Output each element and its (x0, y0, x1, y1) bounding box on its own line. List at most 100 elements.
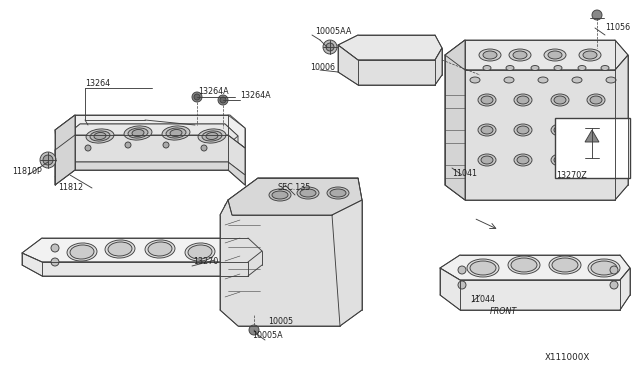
Text: 11056: 11056 (605, 23, 630, 32)
Text: 13264A: 13264A (240, 92, 271, 100)
Polygon shape (55, 115, 75, 185)
Text: 13270: 13270 (193, 257, 218, 266)
Circle shape (192, 92, 202, 102)
Ellipse shape (587, 94, 605, 106)
Circle shape (51, 244, 59, 252)
Ellipse shape (483, 51, 497, 59)
Polygon shape (225, 183, 358, 212)
Circle shape (43, 155, 53, 165)
Circle shape (323, 40, 337, 54)
Text: SEC.135: SEC.135 (278, 183, 312, 192)
Ellipse shape (538, 77, 548, 83)
Ellipse shape (269, 189, 291, 201)
Text: 10005A: 10005A (252, 330, 283, 340)
Ellipse shape (578, 65, 586, 71)
Ellipse shape (481, 96, 493, 104)
Ellipse shape (478, 124, 496, 136)
Ellipse shape (506, 65, 514, 71)
Ellipse shape (590, 156, 602, 164)
Ellipse shape (554, 96, 566, 104)
Polygon shape (22, 238, 262, 262)
Text: 11810P: 11810P (12, 167, 42, 176)
Ellipse shape (481, 126, 493, 134)
Ellipse shape (587, 154, 605, 166)
Text: 11812: 11812 (58, 183, 83, 192)
Ellipse shape (509, 49, 531, 61)
Polygon shape (585, 130, 599, 142)
Circle shape (218, 95, 228, 105)
Ellipse shape (467, 259, 499, 277)
Text: 13270Z: 13270Z (556, 170, 587, 180)
Ellipse shape (108, 242, 132, 256)
Polygon shape (63, 124, 238, 147)
Text: 10006: 10006 (310, 64, 335, 73)
Ellipse shape (145, 240, 175, 258)
Ellipse shape (188, 245, 212, 259)
Ellipse shape (481, 156, 493, 164)
Ellipse shape (544, 49, 566, 61)
Circle shape (85, 145, 91, 151)
Ellipse shape (511, 258, 537, 272)
Text: 11041: 11041 (452, 169, 477, 177)
Ellipse shape (198, 129, 226, 143)
Circle shape (458, 266, 466, 274)
Ellipse shape (552, 258, 578, 272)
Ellipse shape (517, 126, 529, 134)
Circle shape (236, 244, 244, 252)
Ellipse shape (606, 77, 616, 83)
Ellipse shape (170, 129, 182, 137)
Ellipse shape (590, 126, 602, 134)
Text: X111000X: X111000X (545, 353, 590, 362)
Ellipse shape (105, 240, 135, 258)
Polygon shape (445, 55, 628, 200)
Circle shape (458, 281, 466, 289)
Polygon shape (445, 40, 628, 70)
Polygon shape (440, 268, 630, 310)
Ellipse shape (517, 96, 529, 104)
Ellipse shape (531, 65, 539, 71)
Circle shape (249, 325, 259, 335)
Circle shape (194, 94, 200, 100)
Text: 10005AA: 10005AA (315, 28, 351, 36)
Ellipse shape (513, 51, 527, 59)
Polygon shape (55, 135, 245, 177)
Ellipse shape (162, 126, 190, 140)
Ellipse shape (588, 259, 620, 277)
Ellipse shape (590, 96, 602, 104)
Bar (555, 118, 630, 178)
Polygon shape (440, 255, 630, 280)
Circle shape (40, 152, 56, 168)
Ellipse shape (297, 187, 319, 199)
Ellipse shape (514, 94, 532, 106)
Ellipse shape (587, 124, 605, 136)
Polygon shape (228, 178, 362, 215)
Ellipse shape (300, 189, 316, 197)
Circle shape (125, 142, 131, 148)
Ellipse shape (86, 129, 114, 143)
Ellipse shape (579, 49, 601, 61)
Ellipse shape (470, 77, 480, 83)
Ellipse shape (124, 126, 152, 140)
Ellipse shape (548, 51, 562, 59)
Ellipse shape (549, 256, 581, 274)
Ellipse shape (572, 77, 582, 83)
Ellipse shape (166, 128, 186, 138)
Ellipse shape (70, 245, 94, 259)
Text: FRONT: FRONT (490, 308, 517, 317)
Circle shape (610, 281, 618, 289)
Ellipse shape (90, 131, 110, 141)
Polygon shape (22, 251, 262, 276)
Ellipse shape (128, 128, 148, 138)
Ellipse shape (551, 94, 569, 106)
Circle shape (220, 97, 226, 103)
Ellipse shape (327, 187, 349, 199)
Ellipse shape (148, 242, 172, 256)
Polygon shape (338, 35, 442, 60)
Ellipse shape (554, 65, 562, 71)
Polygon shape (445, 40, 465, 200)
Ellipse shape (330, 189, 346, 197)
Ellipse shape (132, 129, 144, 137)
Circle shape (163, 142, 169, 148)
Circle shape (326, 43, 334, 51)
Ellipse shape (514, 154, 532, 166)
